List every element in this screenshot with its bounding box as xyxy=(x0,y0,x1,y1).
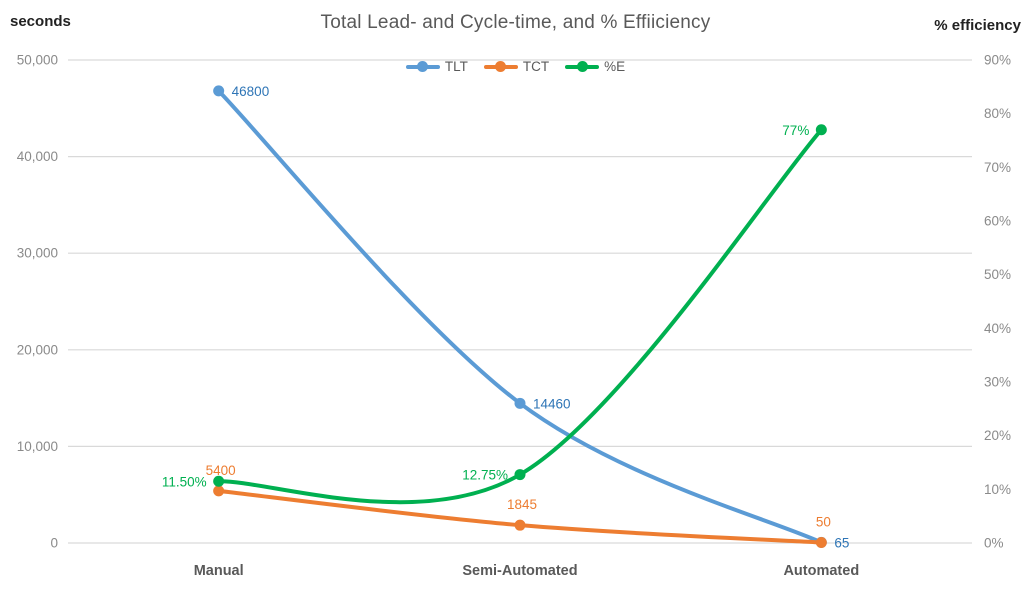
data-point-TLT-Manual[interactable] xyxy=(213,85,225,97)
left-axis-tick: 10,000 xyxy=(17,439,58,454)
right-axis-tick: 30% xyxy=(984,375,1011,390)
left-axis-tick: 30,000 xyxy=(17,246,58,261)
right-axis-tick: 80% xyxy=(984,106,1011,121)
right-axis-tick: 60% xyxy=(984,214,1011,229)
right-axis-tick: 20% xyxy=(984,428,1011,443)
legend-label-tlt: TLT xyxy=(444,59,468,74)
data-label-TCT-Semi-Automated: 1845 xyxy=(507,497,537,512)
chart-title: Total Lead- and Cycle-time, and % Effiic… xyxy=(320,12,711,33)
data-label-%E-Semi-Automated: 12.75% xyxy=(462,468,508,483)
left-axis-tick: 20,000 xyxy=(17,342,58,357)
series-line-%E[interactable] xyxy=(216,127,824,505)
right-axis-tick: 0% xyxy=(984,536,1004,551)
right-axis-tick: 70% xyxy=(984,160,1011,175)
right-axis-tick: 10% xyxy=(984,482,1011,497)
data-label-%E-Manual: 11.50% xyxy=(162,474,207,489)
data-point-TCT-Automated[interactable] xyxy=(815,537,827,549)
right-axis-title: % efficiency xyxy=(934,17,1021,34)
right-axis-tick: 90% xyxy=(984,53,1011,68)
data-point-%E-Manual[interactable] xyxy=(213,475,225,487)
left-axis-tick: 50,000 xyxy=(17,53,58,68)
legend-item-tct[interactable]: TCT xyxy=(483,59,550,74)
legend-label-pcte: %E xyxy=(604,59,626,74)
data-label-TCT-Automated: 50 xyxy=(816,515,831,530)
left-axis-title: seconds xyxy=(10,13,71,30)
legend-label-tct: TCT xyxy=(522,59,550,74)
data-label-TCT-Manual: 5400 xyxy=(206,463,236,478)
right-axis-tick: 50% xyxy=(984,267,1011,282)
legend: TLT TCT %E xyxy=(0,59,1031,74)
legend-item-pcte[interactable]: %E xyxy=(565,59,625,74)
data-label-%E-Automated: 77% xyxy=(782,123,809,138)
data-point-TCT-Semi-Automated[interactable] xyxy=(514,519,526,531)
line-dot-marker-icon xyxy=(565,61,600,72)
data-label-TLT-Manual: 46800 xyxy=(232,84,270,99)
right-axis-tick: 40% xyxy=(984,321,1011,336)
data-label-TLT-Automated: 65 xyxy=(834,535,849,550)
data-point-%E-Semi-Automated[interactable] xyxy=(514,469,526,481)
x-axis-label-manual: Manual xyxy=(194,563,244,579)
left-axis-tick: 40,000 xyxy=(17,149,58,164)
data-label-TLT-Semi-Automated: 14460 xyxy=(533,396,571,411)
line-dot-marker-icon xyxy=(405,61,440,72)
x-axis-label-semi-automated: Semi-Automated xyxy=(462,563,577,579)
data-point-TCT-Manual[interactable] xyxy=(213,485,225,497)
data-point-TLT-Semi-Automated[interactable] xyxy=(514,397,526,409)
left-axis-tick: 0 xyxy=(50,536,58,551)
line-dot-marker-icon xyxy=(483,61,518,72)
x-axis-label-automated: Automated xyxy=(783,563,859,579)
data-point-%E-Automated[interactable] xyxy=(815,124,827,136)
legend-item-tlt[interactable]: TLT xyxy=(405,59,468,74)
